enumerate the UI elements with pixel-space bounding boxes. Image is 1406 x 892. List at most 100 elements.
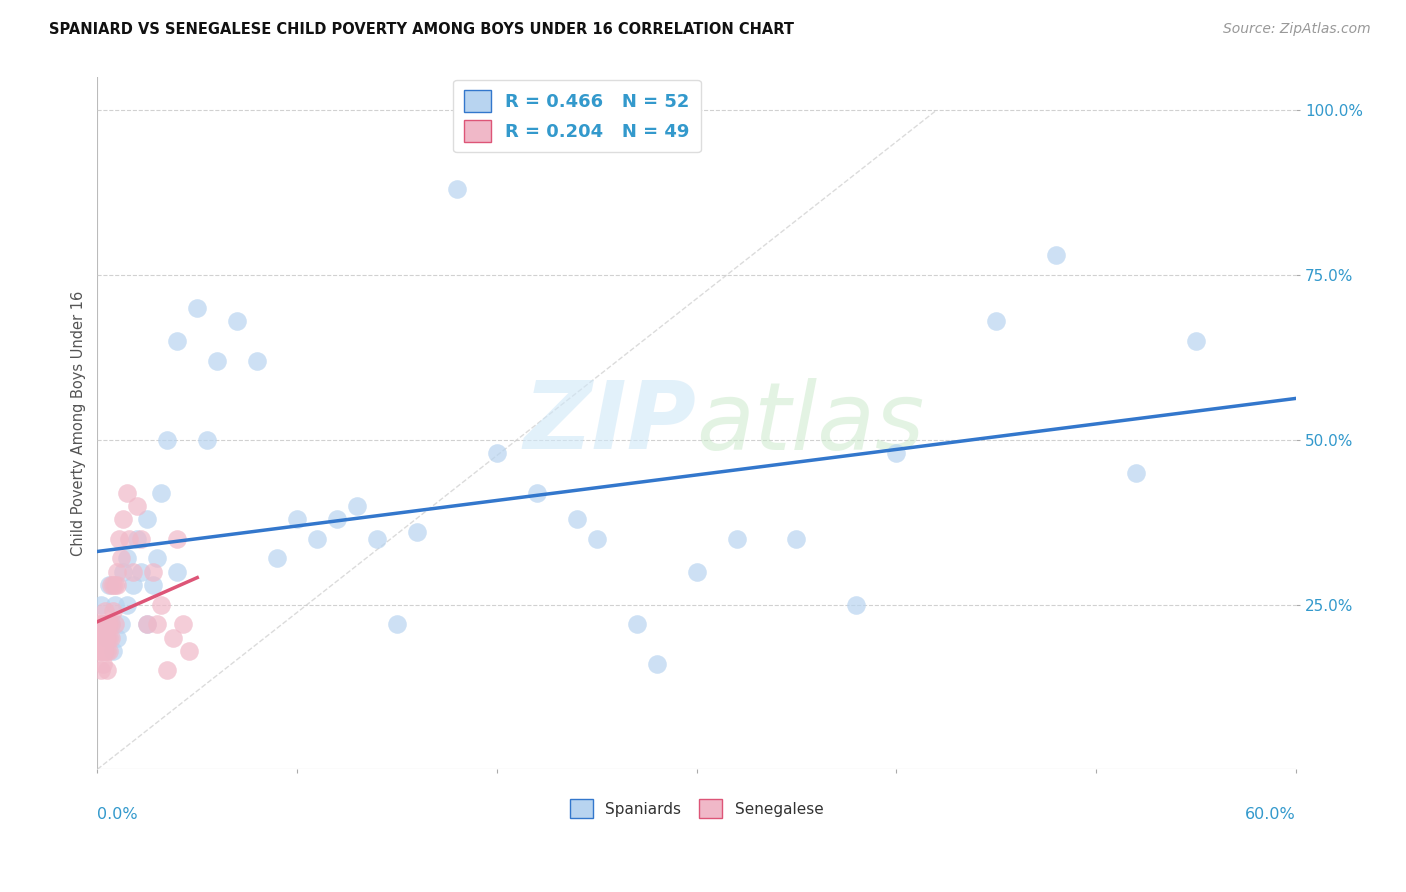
Spaniards bbox=[156, 433, 179, 447]
Spaniards bbox=[100, 617, 122, 632]
Senegalese bbox=[112, 512, 135, 526]
Senegalese bbox=[136, 617, 159, 632]
Spaniards bbox=[146, 551, 169, 566]
Spaniards bbox=[346, 499, 368, 513]
Senegalese bbox=[90, 643, 112, 657]
Senegalese bbox=[105, 565, 128, 579]
Senegalese bbox=[129, 532, 152, 546]
Senegalese bbox=[100, 617, 122, 632]
Senegalese bbox=[90, 631, 112, 645]
Spaniards bbox=[585, 532, 607, 546]
Spaniards bbox=[725, 532, 748, 546]
Spaniards bbox=[366, 532, 388, 546]
Spaniards bbox=[117, 598, 139, 612]
Senegalese bbox=[90, 664, 112, 678]
Spaniards bbox=[1045, 248, 1067, 262]
Senegalese bbox=[90, 617, 112, 632]
Senegalese bbox=[94, 631, 117, 645]
Senegalese bbox=[98, 617, 121, 632]
Senegalese bbox=[89, 643, 111, 657]
Spaniards bbox=[886, 446, 908, 460]
Text: Source: ZipAtlas.com: Source: ZipAtlas.com bbox=[1223, 22, 1371, 37]
Spaniards bbox=[1185, 334, 1208, 348]
Senegalese bbox=[162, 631, 184, 645]
Spaniards bbox=[104, 598, 127, 612]
Senegalese bbox=[98, 631, 121, 645]
Spaniards bbox=[195, 433, 218, 447]
Spaniards bbox=[565, 512, 588, 526]
Senegalese bbox=[104, 578, 127, 592]
Senegalese bbox=[142, 565, 165, 579]
Spaniards bbox=[246, 353, 269, 368]
Spaniards bbox=[142, 578, 165, 592]
Senegalese bbox=[93, 631, 115, 645]
Spaniards bbox=[385, 617, 408, 632]
Spaniards bbox=[485, 446, 508, 460]
Senegalese bbox=[105, 578, 128, 592]
Spaniards bbox=[136, 512, 159, 526]
Senegalese bbox=[96, 617, 118, 632]
Spaniards bbox=[117, 551, 139, 566]
Senegalese bbox=[96, 643, 118, 657]
Spaniards bbox=[226, 314, 249, 328]
Spaniards bbox=[446, 182, 468, 196]
Spaniards bbox=[845, 598, 868, 612]
Spaniards bbox=[103, 643, 125, 657]
Senegalese bbox=[108, 532, 131, 546]
Text: SPANIARD VS SENEGALESE CHILD POVERTY AMONG BOYS UNDER 16 CORRELATION CHART: SPANIARD VS SENEGALESE CHILD POVERTY AMO… bbox=[49, 22, 794, 37]
Senegalese bbox=[122, 565, 145, 579]
Senegalese bbox=[118, 532, 141, 546]
Y-axis label: Child Poverty Among Boys Under 16: Child Poverty Among Boys Under 16 bbox=[72, 291, 86, 556]
Spaniards bbox=[986, 314, 1008, 328]
Senegalese bbox=[103, 604, 125, 618]
Senegalese bbox=[94, 643, 117, 657]
Spaniards bbox=[94, 617, 117, 632]
Senegalese bbox=[100, 578, 122, 592]
Spaniards bbox=[136, 617, 159, 632]
Senegalese bbox=[93, 643, 115, 657]
Spaniards bbox=[326, 512, 349, 526]
Spaniards bbox=[785, 532, 807, 546]
Senegalese bbox=[150, 598, 173, 612]
Spaniards bbox=[1125, 466, 1147, 480]
Spaniards bbox=[285, 512, 308, 526]
Senegalese bbox=[96, 631, 118, 645]
Senegalese bbox=[98, 643, 121, 657]
Senegalese bbox=[94, 617, 117, 632]
Senegalese bbox=[96, 617, 118, 632]
Spaniards bbox=[98, 578, 121, 592]
Spaniards bbox=[266, 551, 288, 566]
Spaniards bbox=[150, 485, 173, 500]
Senegalese bbox=[110, 551, 132, 566]
Legend: Spaniards, Senegalese: Spaniards, Senegalese bbox=[564, 793, 830, 824]
Spaniards bbox=[186, 301, 208, 315]
Senegalese bbox=[172, 617, 194, 632]
Spaniards bbox=[166, 565, 188, 579]
Senegalese bbox=[93, 657, 115, 671]
Spaniards bbox=[406, 525, 429, 540]
Spaniards bbox=[129, 565, 152, 579]
Spaniards bbox=[626, 617, 648, 632]
Senegalese bbox=[89, 631, 111, 645]
Senegalese bbox=[100, 631, 122, 645]
Spaniards bbox=[105, 631, 128, 645]
Text: atlas: atlas bbox=[696, 378, 925, 469]
Senegalese bbox=[156, 664, 179, 678]
Spaniards bbox=[90, 598, 112, 612]
Spaniards bbox=[110, 617, 132, 632]
Senegalese bbox=[104, 617, 127, 632]
Spaniards bbox=[127, 532, 149, 546]
Spaniards bbox=[685, 565, 707, 579]
Spaniards bbox=[122, 578, 145, 592]
Spaniards bbox=[307, 532, 329, 546]
Text: ZIP: ZIP bbox=[523, 377, 696, 469]
Senegalese bbox=[166, 532, 188, 546]
Spaniards bbox=[112, 565, 135, 579]
Text: 60.0%: 60.0% bbox=[1246, 807, 1296, 822]
Spaniards bbox=[96, 631, 118, 645]
Spaniards bbox=[166, 334, 188, 348]
Senegalese bbox=[179, 643, 201, 657]
Senegalese bbox=[94, 604, 117, 618]
Senegalese bbox=[93, 617, 115, 632]
Spaniards bbox=[526, 485, 548, 500]
